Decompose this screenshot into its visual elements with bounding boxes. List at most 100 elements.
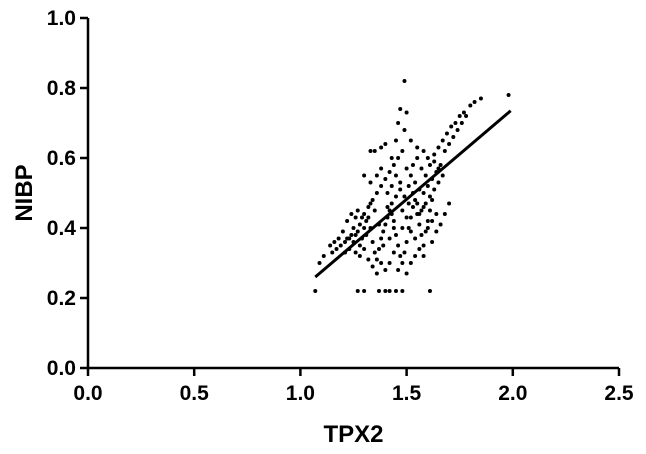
data-point bbox=[391, 163, 396, 167]
data-point bbox=[410, 163, 415, 167]
data-point bbox=[398, 107, 403, 111]
data-point bbox=[421, 205, 426, 209]
regression-line bbox=[314, 109, 512, 279]
x-ticks: 0.0 0.5 1.0 1.5 2.0 2.5 bbox=[73, 368, 634, 405]
data-point bbox=[459, 121, 464, 125]
data-point bbox=[396, 243, 401, 248]
data-point bbox=[413, 254, 418, 258]
data-point bbox=[478, 96, 483, 101]
data-point bbox=[381, 243, 386, 248]
x-tick-label: 0.5 bbox=[180, 382, 210, 405]
data-point bbox=[366, 205, 371, 209]
data-point bbox=[408, 215, 413, 220]
data-point bbox=[434, 229, 439, 234]
data-point bbox=[355, 229, 360, 234]
data-point bbox=[455, 128, 460, 132]
data-point bbox=[472, 100, 477, 104]
x-tick-label: 2.5 bbox=[604, 382, 634, 405]
data-point bbox=[402, 250, 407, 255]
data-point bbox=[432, 159, 437, 164]
data-point bbox=[438, 163, 443, 167]
data-point bbox=[372, 208, 377, 213]
data-point bbox=[406, 201, 411, 206]
data-point bbox=[402, 194, 407, 199]
data-point bbox=[417, 222, 422, 227]
y-tick-label: 0.2 bbox=[47, 287, 76, 310]
data-point bbox=[343, 240, 348, 244]
data-point bbox=[400, 208, 405, 213]
data-point bbox=[408, 173, 413, 178]
data-point bbox=[357, 254, 362, 258]
data-point bbox=[457, 114, 462, 118]
data-point bbox=[362, 173, 367, 178]
data-point bbox=[355, 208, 360, 213]
data-point bbox=[398, 187, 403, 192]
data-point bbox=[413, 236, 418, 241]
data-point bbox=[417, 247, 422, 251]
data-point bbox=[419, 233, 424, 237]
data-point bbox=[351, 226, 356, 230]
data-point bbox=[406, 226, 411, 230]
data-point bbox=[421, 191, 426, 195]
data-point bbox=[387, 170, 392, 174]
data-point bbox=[427, 208, 432, 213]
data-point bbox=[368, 201, 373, 206]
data-point bbox=[372, 149, 377, 153]
data-point bbox=[432, 152, 437, 157]
data-point bbox=[430, 240, 435, 244]
data-point bbox=[383, 222, 388, 227]
data-point bbox=[415, 201, 420, 206]
data-point bbox=[328, 243, 333, 248]
data-point bbox=[444, 131, 449, 136]
data-point bbox=[425, 219, 430, 223]
data-point bbox=[353, 250, 358, 255]
data-point bbox=[440, 173, 445, 178]
data-point bbox=[415, 145, 420, 150]
data-point bbox=[461, 110, 466, 115]
data-point bbox=[391, 226, 396, 230]
data-point bbox=[338, 243, 343, 248]
x-tick-label: 1.5 bbox=[392, 382, 422, 405]
data-point bbox=[393, 289, 398, 293]
data-point bbox=[366, 215, 371, 220]
data-point bbox=[427, 194, 432, 199]
data-point bbox=[396, 268, 401, 272]
points-layer bbox=[313, 79, 511, 293]
data-point bbox=[408, 229, 413, 234]
data-point bbox=[379, 236, 384, 241]
data-point bbox=[387, 236, 392, 241]
data-point bbox=[400, 261, 405, 265]
data-point bbox=[387, 261, 392, 265]
data-point bbox=[353, 233, 358, 237]
data-point bbox=[400, 289, 405, 293]
data-point bbox=[389, 201, 394, 206]
data-point bbox=[391, 250, 396, 255]
data-point bbox=[427, 289, 432, 293]
data-point bbox=[347, 236, 352, 241]
data-point bbox=[430, 198, 435, 202]
data-point bbox=[413, 198, 418, 202]
data-point bbox=[404, 166, 409, 171]
data-point bbox=[383, 268, 388, 272]
data-point bbox=[413, 180, 418, 185]
data-point bbox=[345, 219, 350, 223]
data-point bbox=[393, 194, 398, 199]
data-point bbox=[419, 208, 424, 213]
data-point bbox=[434, 212, 439, 216]
data-point bbox=[379, 145, 384, 150]
data-point bbox=[368, 180, 373, 185]
data-point bbox=[423, 201, 428, 206]
data-point bbox=[381, 229, 386, 234]
data-point bbox=[398, 254, 403, 258]
x-tick-label: 2.0 bbox=[498, 382, 527, 405]
data-point bbox=[432, 187, 437, 192]
data-point bbox=[404, 215, 409, 220]
data-point bbox=[453, 121, 458, 125]
data-point bbox=[357, 222, 362, 227]
data-point bbox=[366, 257, 371, 262]
data-point bbox=[425, 156, 430, 160]
data-point bbox=[383, 142, 388, 146]
data-point bbox=[436, 180, 441, 185]
data-point bbox=[440, 138, 445, 143]
